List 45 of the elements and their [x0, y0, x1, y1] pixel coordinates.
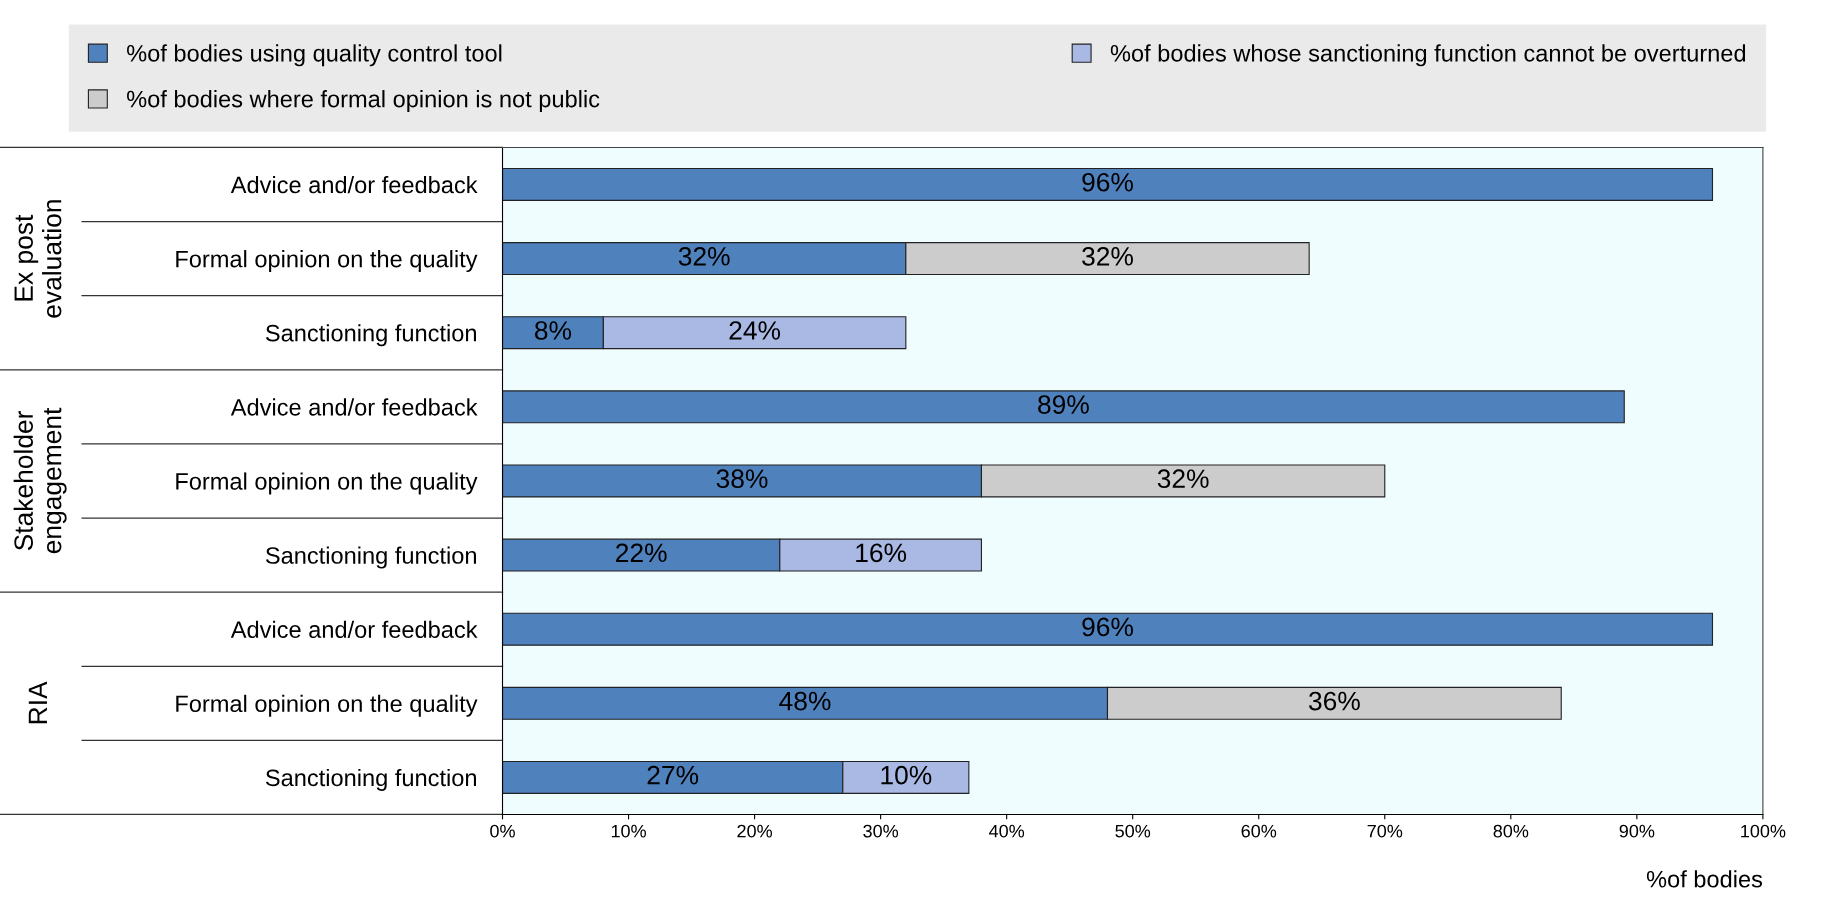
x-tick-label: 80% — [1493, 824, 1529, 838]
data-label: 27% — [647, 765, 699, 785]
y-tick-label: Formal opinion on the quality — [176, 250, 478, 273]
data-label: 8% — [535, 321, 572, 340]
bar — [502, 390, 1625, 424]
x-tick-label: 90% — [1619, 824, 1655, 838]
y-tick-label: Sanctioning function — [265, 324, 476, 347]
data-label: 24% — [729, 321, 781, 340]
data-label: 32% — [678, 247, 730, 266]
x-tick-label: 40% — [989, 824, 1025, 838]
data-label: 48% — [779, 691, 831, 711]
x-tick-label: 20% — [737, 824, 773, 838]
y-tick-label: Advice and/or feedback — [230, 398, 478, 416]
text: RIA — [28, 681, 47, 724]
data-label: 96% — [1082, 172, 1133, 192]
data-label: 89% — [1038, 395, 1089, 414]
legend-label: %of bodies whose sanctioning function cannot be overturned — [1110, 44, 1746, 67]
x-tick-label: 60% — [1241, 824, 1277, 838]
x-tick-label: 10% — [611, 824, 646, 838]
y-tick-label: Sanctioning function — [265, 768, 476, 791]
bar — [502, 612, 1714, 646]
bar — [502, 168, 1714, 201]
x-axis-title: %of bodies — [1646, 870, 1763, 888]
legend-label: %of bodies where formal opinion is not public — [127, 90, 600, 113]
y-tick-label: Sanctioning function — [265, 546, 476, 569]
text: Stakeholder engagement — [13, 407, 67, 554]
x-tick-label: 100% — [1741, 824, 1786, 838]
data-label: 22% — [616, 543, 667, 563]
y-tick-label: Advice and/or feedback — [230, 175, 478, 194]
x-tick-label: 0% — [490, 824, 515, 838]
data-label: 36% — [1308, 691, 1360, 711]
data-label: 96% — [1082, 617, 1133, 637]
data-label: 32% — [1157, 469, 1209, 489]
x-tick-label: 70% — [1367, 824, 1403, 838]
y-tick-label: Advice and/or feedback — [230, 620, 478, 638]
data-label: 16% — [856, 543, 907, 563]
x-tick-label: 30% — [863, 824, 899, 838]
data-label: 10% — [881, 765, 932, 785]
legend-label: %of bodies using quality control tool — [127, 44, 502, 67]
y-tick-label: Formal opinion on the quality — [176, 472, 478, 495]
y-tick-label: Formal opinion on the quality — [176, 694, 478, 717]
x-tick-label: 50% — [1115, 824, 1151, 838]
text: Ex post evaluation — [14, 200, 62, 318]
data-label: 38% — [716, 469, 768, 489]
data-label: 32% — [1082, 247, 1133, 266]
